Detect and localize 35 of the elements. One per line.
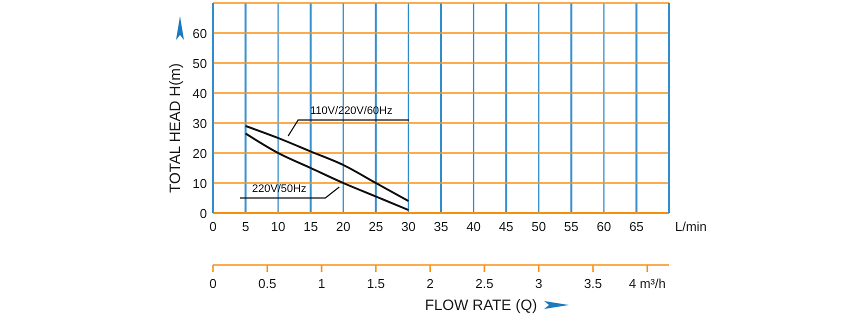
- line-series: [244, 132, 410, 211]
- x-tick-label: 35: [434, 219, 448, 234]
- x-tick-label: 25: [368, 219, 384, 234]
- x-tick-label: 30: [401, 219, 416, 234]
- x2-tick-label: 3.5: [584, 276, 602, 291]
- x-tick-label: 40: [466, 219, 481, 234]
- y-tick-label: 50: [192, 56, 207, 71]
- x-axis-title: FLOW RATE (Q): [424, 297, 538, 314]
- x2-tick-label: 0: [209, 276, 217, 291]
- x-tick-label: 65: [629, 219, 644, 234]
- x2-tick-label: 0.5: [258, 276, 276, 291]
- x-tick-label: 20: [336, 219, 351, 234]
- x-tick-label: 10: [270, 219, 286, 234]
- x-tick-label: 60: [596, 219, 612, 234]
- x2-tick-label: 2.5: [475, 276, 494, 291]
- y-axis-title: TOTAL HEAD H(m): [167, 63, 184, 193]
- x2-tick-label: 1.5: [366, 276, 385, 291]
- y-tick-label: 40: [192, 86, 207, 101]
- x2-tick-label: 1: [318, 276, 326, 291]
- x2-tick-label: 2: [426, 276, 434, 291]
- x-tick-label: 55: [564, 219, 579, 234]
- x-tick-label: 15: [303, 219, 318, 234]
- y-tick-label: 20: [192, 146, 207, 161]
- y-tick-label: 60: [192, 26, 207, 41]
- y-tick-label: 30: [192, 116, 207, 131]
- x-tick-label: 0: [209, 219, 217, 234]
- text: L/min: [675, 219, 707, 234]
- y-tick-label: 10: [192, 176, 207, 191]
- x-tick-label: 5: [242, 219, 250, 234]
- y-tick-label: 0: [200, 206, 207, 221]
- x2-tick-label: 3: [535, 276, 542, 291]
- x-tick-label: 45: [498, 219, 514, 234]
- x-tick-label: 50: [531, 219, 546, 234]
- line-series: [244, 125, 410, 202]
- x2-tick-label: 4 m³/h: [628, 276, 666, 291]
